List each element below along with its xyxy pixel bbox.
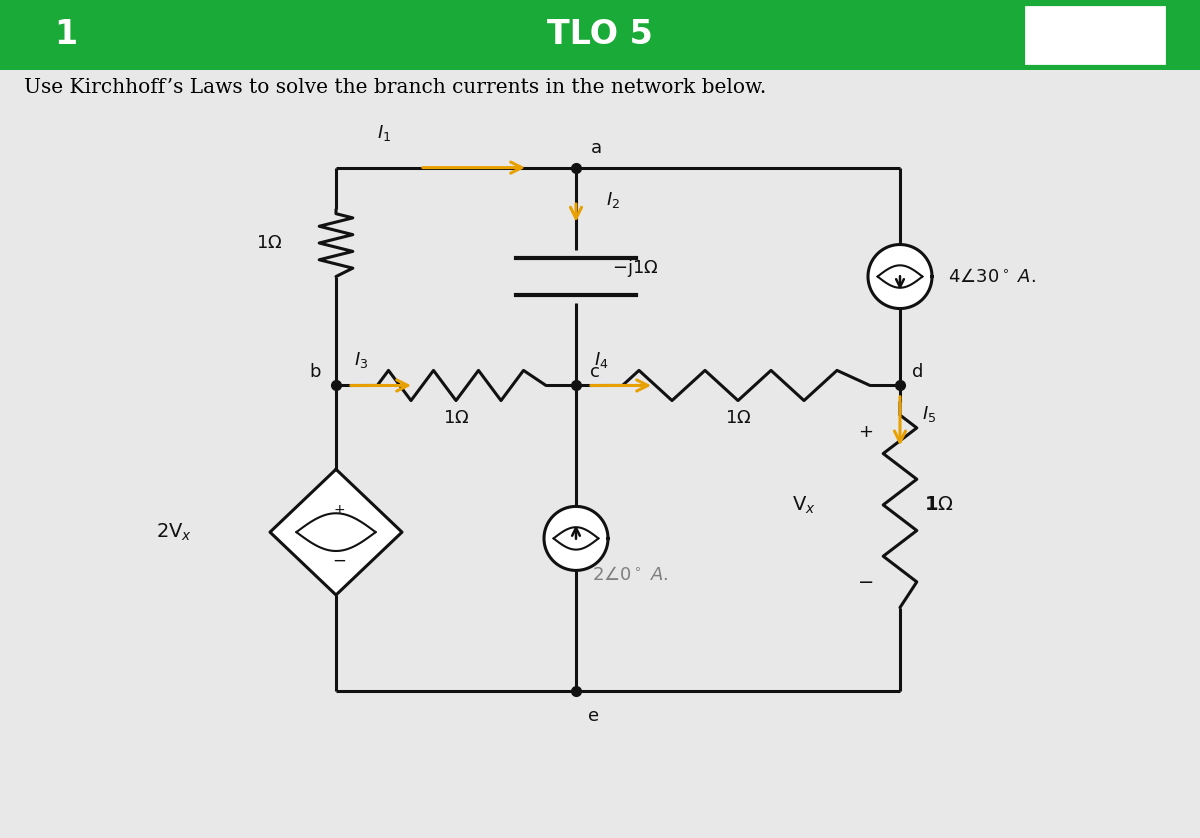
Text: −: − <box>332 551 347 569</box>
Text: $I_5$: $I_5$ <box>922 404 936 424</box>
Polygon shape <box>270 469 402 595</box>
Text: $I_2$: $I_2$ <box>606 190 620 210</box>
Text: $I_4$: $I_4$ <box>594 349 608 370</box>
Text: e: e <box>588 706 599 725</box>
Text: $I_1$: $I_1$ <box>377 123 391 143</box>
Text: a: a <box>590 138 601 157</box>
Text: c: c <box>590 363 600 381</box>
Text: 1: 1 <box>54 18 77 51</box>
Text: Use Kirchhoff’s Laws to solve the branch currents in the network below.: Use Kirchhoff’s Laws to solve the branch… <box>24 79 767 97</box>
Text: 2V$_x$: 2V$_x$ <box>156 521 192 543</box>
FancyBboxPatch shape <box>1026 7 1164 63</box>
Text: 1$\Omega$: 1$\Omega$ <box>924 495 954 515</box>
Text: 1$\Omega$: 1$\Omega$ <box>443 409 469 427</box>
Text: −: − <box>858 573 875 592</box>
Text: $I_3$: $I_3$ <box>354 349 368 370</box>
Text: +: + <box>334 503 346 517</box>
Text: 1$\Omega$: 1$\Omega$ <box>725 409 751 427</box>
Text: 4$\angle$30$^\circ$ $A.$: 4$\angle$30$^\circ$ $A.$ <box>948 267 1036 286</box>
Text: d: d <box>912 363 923 381</box>
Polygon shape <box>868 245 932 308</box>
Text: TLO 5: TLO 5 <box>547 18 653 51</box>
Text: +: + <box>858 422 874 441</box>
FancyBboxPatch shape <box>0 0 1200 70</box>
Text: V$_x$: V$_x$ <box>792 494 816 515</box>
Text: 2$\angle$0$^\circ$ $A.$: 2$\angle$0$^\circ$ $A.$ <box>592 566 668 584</box>
Polygon shape <box>544 506 608 571</box>
Text: 1$\Omega$: 1$\Omega$ <box>256 234 282 252</box>
Text: $-$j1$\Omega$: $-$j1$\Omega$ <box>612 257 659 279</box>
Text: b: b <box>310 363 322 381</box>
